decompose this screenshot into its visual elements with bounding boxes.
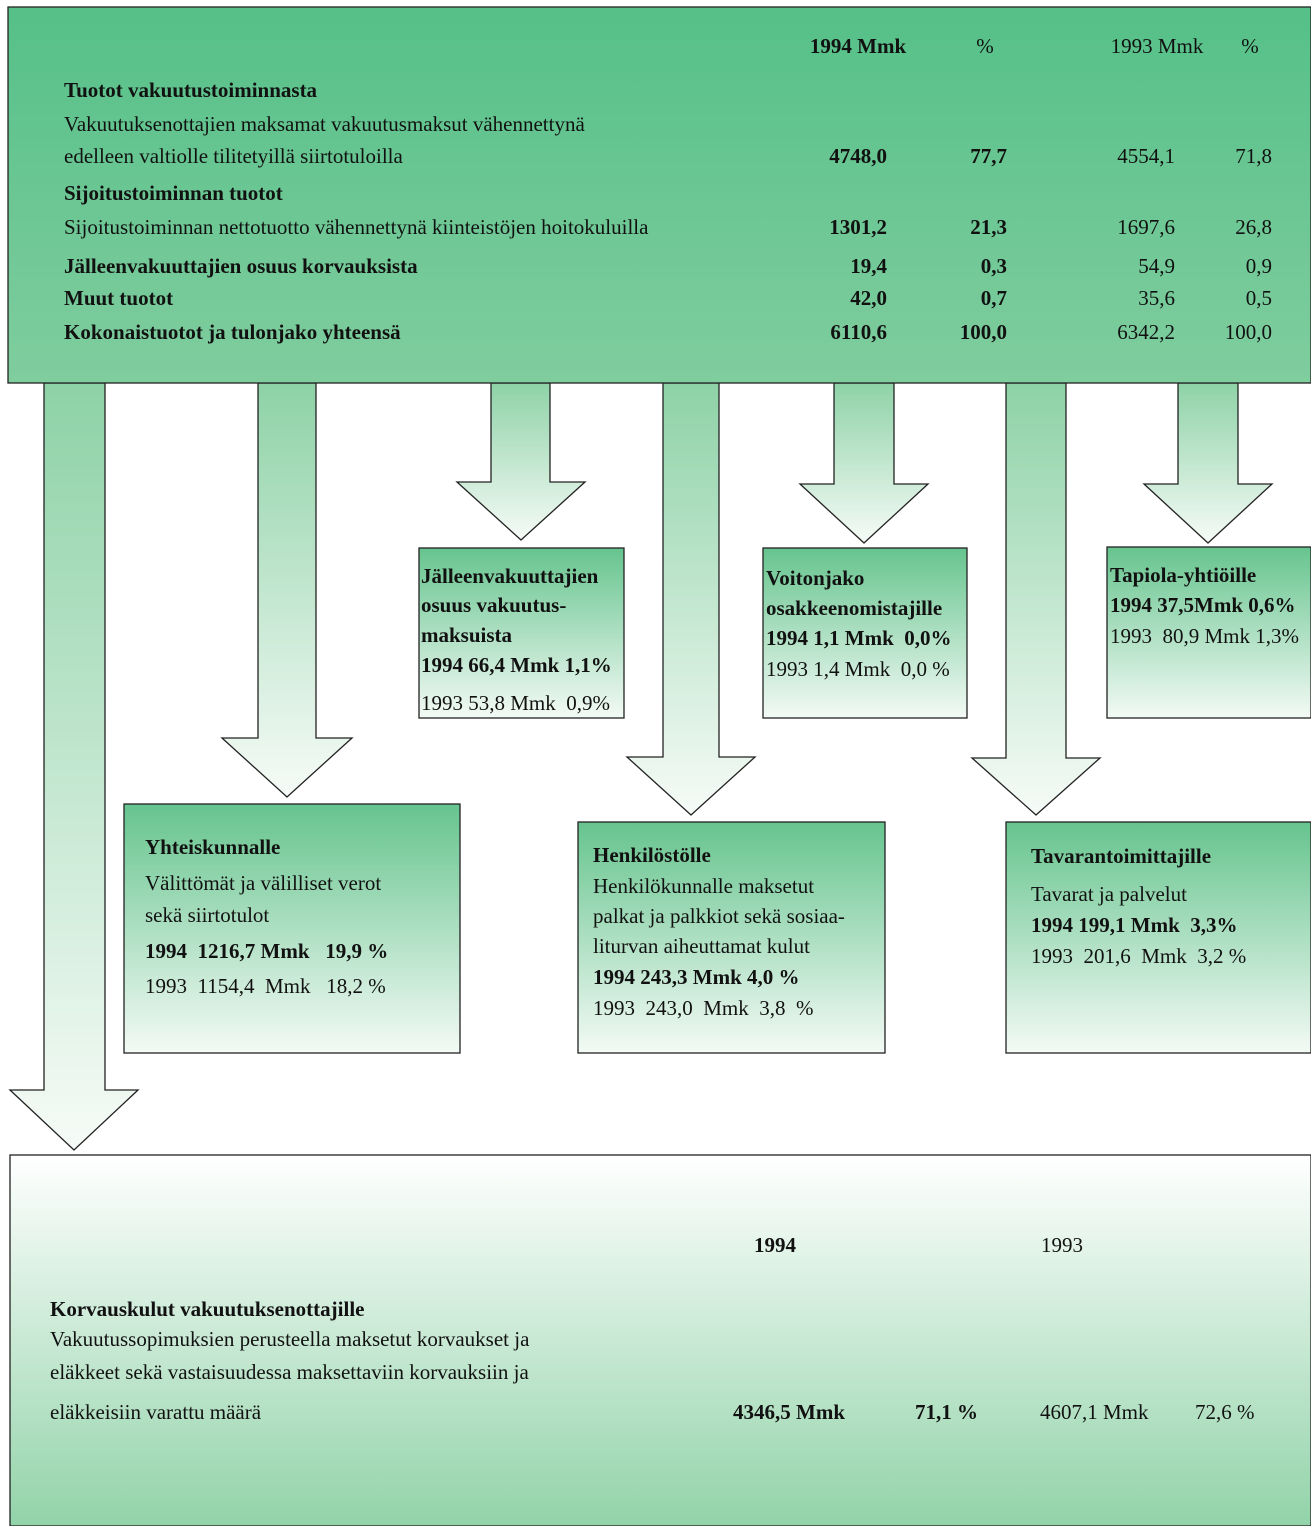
info-box — [1106, 546, 1311, 719]
box-line: 1994 66,4 Mmk 1,1% — [421, 653, 612, 677]
row-label: Kokonaistuotot ja tulonjako yhteensä — [64, 320, 401, 344]
box-line: 1993 80,9 Mmk 1,3% — [1110, 624, 1299, 648]
box-line: Voitonjako — [766, 566, 864, 590]
box-line: osuus vakuutus- — [421, 593, 566, 617]
income-box — [7, 6, 1311, 384]
box-line: Yhteiskunnalle — [145, 835, 280, 859]
column-header: 1994 Mmk — [810, 34, 907, 58]
box-line: liturvan aiheuttamat kulut — [593, 934, 810, 958]
row-label: Sijoitustoiminnan nettotuotto vähennetty… — [64, 215, 649, 239]
info-box — [762, 547, 968, 719]
row-value: 0,3 — [981, 254, 1007, 278]
bottom-title: Korvauskulut vakuutuksenottajille — [50, 1297, 365, 1321]
row-value: 0,9 — [1246, 254, 1272, 278]
bottom-line: eläkkeisiin varattu määrä — [50, 1400, 262, 1424]
box-line: osakkeenomistajille — [766, 596, 942, 620]
info-box — [123, 803, 461, 1054]
box-line: maksuista — [421, 623, 513, 647]
arrow — [798, 382, 930, 544]
info-box — [1005, 821, 1311, 1054]
bottom-line: Vakuutussopimuksien perusteella maksetut… — [50, 1327, 530, 1351]
box-line: 1994 1216,7 Mmk 19,9 % — [145, 939, 388, 963]
info-box — [577, 821, 886, 1054]
box-line: Tavarat ja palvelut — [1031, 882, 1187, 906]
bottom-value: 72,6 % — [1195, 1400, 1255, 1424]
row-value: 0,5 — [1246, 286, 1272, 310]
box-line: Jälleenvakuuttajien — [421, 564, 599, 588]
row-value: 4748,0 — [829, 144, 887, 168]
row-value: 6342,2 — [1117, 320, 1175, 344]
row-value: 26,8 — [1235, 215, 1272, 239]
row-value: 1301,2 — [829, 215, 887, 239]
arrow — [220, 382, 354, 798]
row-value: 54,9 — [1138, 254, 1175, 278]
box-line: 1993 1154,4 Mmk 18,2 % — [145, 974, 386, 998]
row-label: edelleen valtiolle tilitetyillä siirtotu… — [64, 144, 404, 168]
column-header: 1993 Mmk — [1111, 34, 1204, 58]
box-line: Välittömät ja välilliset verot — [145, 871, 381, 895]
row-value: 77,7 — [970, 144, 1007, 168]
box-line: 1994 37,5Mmk 0,6% — [1110, 593, 1296, 617]
arrow — [8, 382, 140, 1151]
row-value: 35,6 — [1138, 286, 1175, 310]
column-header: 1994 — [754, 1233, 797, 1257]
box-line: Tavarantoimittajille — [1031, 844, 1211, 868]
row-label: Sijoitustoiminnan tuotot — [64, 181, 283, 205]
arrow — [1142, 382, 1274, 544]
bottom-value: 4346,5 Mmk — [733, 1400, 845, 1424]
row-value: 4554,1 — [1117, 144, 1175, 168]
bottom-line: eläkkeet sekä vastaisuudessa maksettavii… — [50, 1360, 529, 1384]
bottom-value: 4607,1 Mmk — [1040, 1400, 1149, 1424]
box-line: 1994 243,3 Mmk 4,0 % — [593, 965, 800, 989]
row-value: 42,0 — [850, 286, 887, 310]
row-label: Jälleenvakuuttajien osuus korvauksista — [64, 254, 418, 278]
claims-box — [9, 1154, 1311, 1526]
column-header: % — [976, 34, 994, 58]
arrow — [970, 382, 1102, 816]
row-label: Vakuutuksenottajien maksamat vakuutusmak… — [64, 112, 585, 136]
row-value: 21,3 — [970, 215, 1007, 239]
row-value: 100,0 — [960, 320, 1007, 344]
box-line: 1993 1,4 Mmk 0,0 % — [766, 657, 950, 681]
row-value: 0,7 — [981, 286, 1007, 310]
box-line: 1994 199,1 Mmk 3,3% — [1031, 913, 1238, 937]
info-box — [418, 547, 625, 719]
arrow — [625, 382, 757, 816]
box-line: Henkilökunnalle maksetut — [593, 874, 814, 898]
row-value: 6110,6 — [830, 320, 887, 344]
box-line: Tapiola-yhtiöille — [1110, 563, 1256, 587]
row-value: 71,8 — [1235, 144, 1272, 168]
row-value: 19,4 — [850, 254, 887, 278]
box-line: sekä siirtotulot — [145, 903, 269, 927]
box-line: Henkilöstölle — [593, 843, 711, 867]
box-line: 1993 201,6 Mmk 3,2 % — [1031, 944, 1246, 968]
column-header: % — [1241, 34, 1259, 58]
arrow — [455, 382, 587, 541]
row-label: Muut tuotot — [64, 286, 173, 310]
box-line: palkat ja palkkiot sekä sosiaa- — [593, 904, 845, 928]
row-value: 1697,6 — [1117, 215, 1175, 239]
bottom-value: 71,1 % — [915, 1400, 978, 1424]
box-line: 1993 243,0 Mmk 3,8 % — [593, 996, 814, 1020]
row-label: Tuotot vakuutustoiminnasta — [64, 78, 318, 102]
box-line: 1993 53,8 Mmk 0,9% — [421, 691, 610, 715]
row-value: 100,0 — [1225, 320, 1272, 344]
column-header: 1993 — [1041, 1233, 1083, 1257]
box-line: 1994 1,1 Mmk 0,0% — [766, 626, 952, 650]
